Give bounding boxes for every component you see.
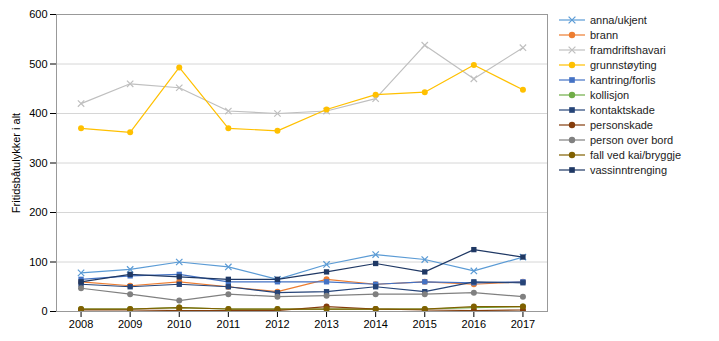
html-text:kontaktskade: kontaktskade xyxy=(590,103,655,116)
html-text:grunnstøyting: grunnstøyting xyxy=(590,58,657,71)
html-text:anna/ukjent: anna/ukjent xyxy=(590,13,647,26)
svg-text:300: 300 xyxy=(29,157,47,169)
svg-text:2015: 2015 xyxy=(413,318,437,330)
svg-text:2011: 2011 xyxy=(217,318,241,330)
svg-text:2017: 2017 xyxy=(511,318,535,330)
html-text:brann: brann xyxy=(590,28,619,41)
svg-text:600: 600 xyxy=(29,8,47,20)
html-text:kollisjon: kollisjon xyxy=(590,88,630,101)
svg-text:2014: 2014 xyxy=(363,318,387,330)
svg-text:200: 200 xyxy=(29,206,47,218)
svg-text:2010: 2010 xyxy=(167,318,191,330)
html-text:personskade: personskade xyxy=(590,118,653,131)
svg-text:400: 400 xyxy=(29,107,47,119)
html-text:framdriftshavari: framdriftshavari xyxy=(590,43,666,56)
html-text:kantring/forlis: kantring/forlis xyxy=(590,73,656,86)
svg-text:100: 100 xyxy=(29,256,47,268)
svg-text:0: 0 xyxy=(41,305,47,317)
svg-text:2012: 2012 xyxy=(265,318,289,330)
svg-text:500: 500 xyxy=(29,58,47,70)
svg-text:2008: 2008 xyxy=(69,318,93,330)
html-text:fall ved kai/bryggje: fall ved kai/bryggje xyxy=(590,148,682,161)
html-text:vassinntrenging: vassinntrenging xyxy=(590,163,668,176)
svg-text:2016: 2016 xyxy=(462,318,486,330)
svg-text:2009: 2009 xyxy=(118,318,142,330)
svg-text:2013: 2013 xyxy=(314,318,338,330)
html-text:person over bord: person over bord xyxy=(590,133,674,146)
svg-text:Fritidsbåtulykker i alt: Fritidsbåtulykker i alt xyxy=(10,113,22,213)
